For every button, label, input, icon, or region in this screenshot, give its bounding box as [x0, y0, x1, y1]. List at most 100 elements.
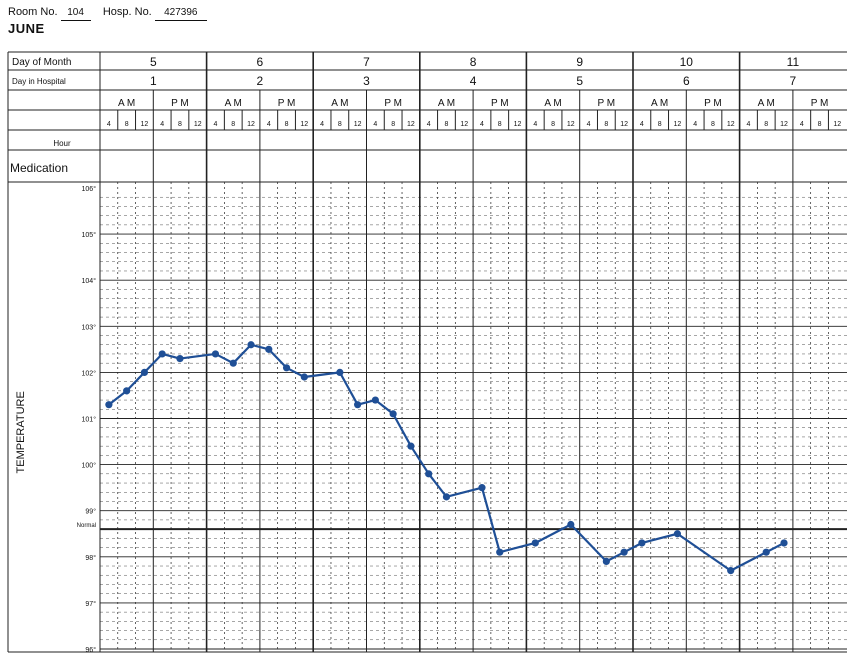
temperature-line: [108, 343, 785, 572]
hour-tick: 12: [300, 121, 308, 128]
temperature-point: [229, 359, 237, 367]
hour-tick: 12: [674, 121, 682, 128]
hour-tick: 8: [391, 121, 395, 128]
hour-tick: 8: [125, 121, 129, 128]
temperature-point: [123, 387, 131, 395]
temperature-point: [602, 557, 610, 566]
hour-tick: 4: [373, 121, 377, 128]
hour-tick: 4: [160, 121, 164, 128]
day-in-hospital-value: 6: [683, 74, 690, 88]
temperature-point: [620, 548, 628, 556]
temperature-point: [265, 345, 273, 353]
y-tick-label: 97°: [85, 600, 96, 608]
temperature-point: [638, 539, 646, 547]
hour-label: Hour: [53, 139, 71, 148]
am-label: A M: [438, 98, 455, 109]
temperature-point: [407, 442, 415, 450]
day-in-hospital-value: 1: [150, 74, 157, 88]
hour-tick: 8: [338, 121, 342, 128]
hour-tick: 8: [285, 121, 289, 128]
temperature-point: [140, 368, 149, 376]
temperature-point: [727, 567, 735, 575]
pm-label: P M: [491, 98, 509, 109]
hour-tick: 8: [711, 121, 715, 128]
hour-tick: 8: [604, 121, 608, 128]
y-tick-label: 106°: [82, 185, 97, 193]
temperature-point: [780, 539, 788, 547]
chart-header: Room No. 104 Hosp. No. 427396 JUNE: [8, 5, 207, 38]
temperature-point: [442, 493, 451, 501]
y-tick-label: 96°: [85, 646, 96, 654]
am-label: A M: [544, 98, 561, 109]
am-label: A M: [758, 98, 775, 109]
hour-tick: 8: [178, 121, 182, 128]
hour-tick: 8: [231, 121, 235, 128]
am-label: A M: [331, 98, 348, 109]
day-in-hospital-value: 7: [790, 74, 797, 88]
am-label: A M: [118, 98, 135, 109]
temperature-point: [673, 530, 682, 538]
hour-tick: 4: [640, 121, 644, 128]
day-in-hospital-value: 4: [470, 74, 477, 88]
pm-label: P M: [171, 98, 189, 109]
temperature-point: [336, 368, 344, 376]
temperature-point: [105, 401, 113, 409]
hour-tick: 8: [498, 121, 502, 128]
temperature-point: [762, 548, 770, 556]
temperature-point: [300, 373, 308, 381]
hour-tick: 4: [747, 121, 751, 128]
hour-tick: 12: [514, 121, 522, 128]
hour-tick: 12: [833, 121, 841, 128]
hour-tick: 8: [551, 121, 555, 128]
temperature-point: [389, 410, 397, 418]
temperature-point: [567, 520, 575, 529]
temperature-point: [158, 350, 166, 358]
y-tick-label: 98°: [85, 554, 96, 562]
hour-tick: 4: [587, 121, 591, 128]
hour-tick: 12: [354, 121, 362, 128]
room-number: 104: [60, 5, 91, 21]
day-of-month-value: 8: [470, 55, 477, 69]
y-tick-label: 99°: [85, 508, 96, 516]
month-label: JUNE: [8, 21, 45, 36]
day-in-hospital-value: 5: [576, 74, 583, 88]
y-tick-label: 101°: [82, 416, 97, 424]
temperature-point: [496, 548, 504, 556]
hour-tick: 12: [460, 121, 468, 128]
day-of-month-value: 6: [257, 55, 264, 69]
hour-tick: 4: [214, 121, 218, 128]
normal-label: Normal: [77, 523, 96, 529]
day-of-month-value: 5: [150, 55, 157, 69]
hour-tick: 12: [141, 121, 149, 128]
pm-label: P M: [384, 98, 402, 109]
hour-tick: 8: [658, 121, 662, 128]
hour-tick: 4: [107, 121, 111, 128]
pm-label: P M: [278, 98, 296, 109]
hosp-number: 427396: [154, 5, 207, 21]
hour-tick: 8: [818, 121, 822, 128]
pm-label: P M: [704, 98, 722, 109]
am-label: A M: [225, 98, 242, 109]
pm-label: P M: [598, 98, 616, 109]
hour-tick: 4: [427, 121, 431, 128]
y-tick-label: 103°: [82, 323, 97, 331]
medication-label: Medication: [10, 161, 68, 175]
hour-tick: 12: [727, 121, 735, 128]
temperature-point: [211, 350, 220, 358]
day-of-month-label: Day of Month: [12, 57, 71, 68]
day-of-month-value: 7: [363, 55, 370, 69]
temperature-point: [247, 341, 255, 349]
hour-tick: 12: [407, 121, 415, 128]
temperature-point: [531, 539, 539, 547]
temperature-point: [371, 396, 379, 404]
hour-tick: 4: [267, 121, 271, 128]
day-in-hospital-value: 2: [257, 74, 264, 88]
day-in-hospital-label: Day in Hospital: [12, 77, 66, 86]
hour-tick: 12: [620, 121, 628, 128]
pm-label: P M: [811, 98, 829, 109]
room-label: Room No.: [8, 6, 58, 18]
y-tick-label: 105°: [82, 231, 97, 239]
hour-tick: 4: [480, 121, 484, 128]
day-of-month-value: 10: [680, 55, 694, 69]
hour-tick: 4: [533, 121, 537, 128]
